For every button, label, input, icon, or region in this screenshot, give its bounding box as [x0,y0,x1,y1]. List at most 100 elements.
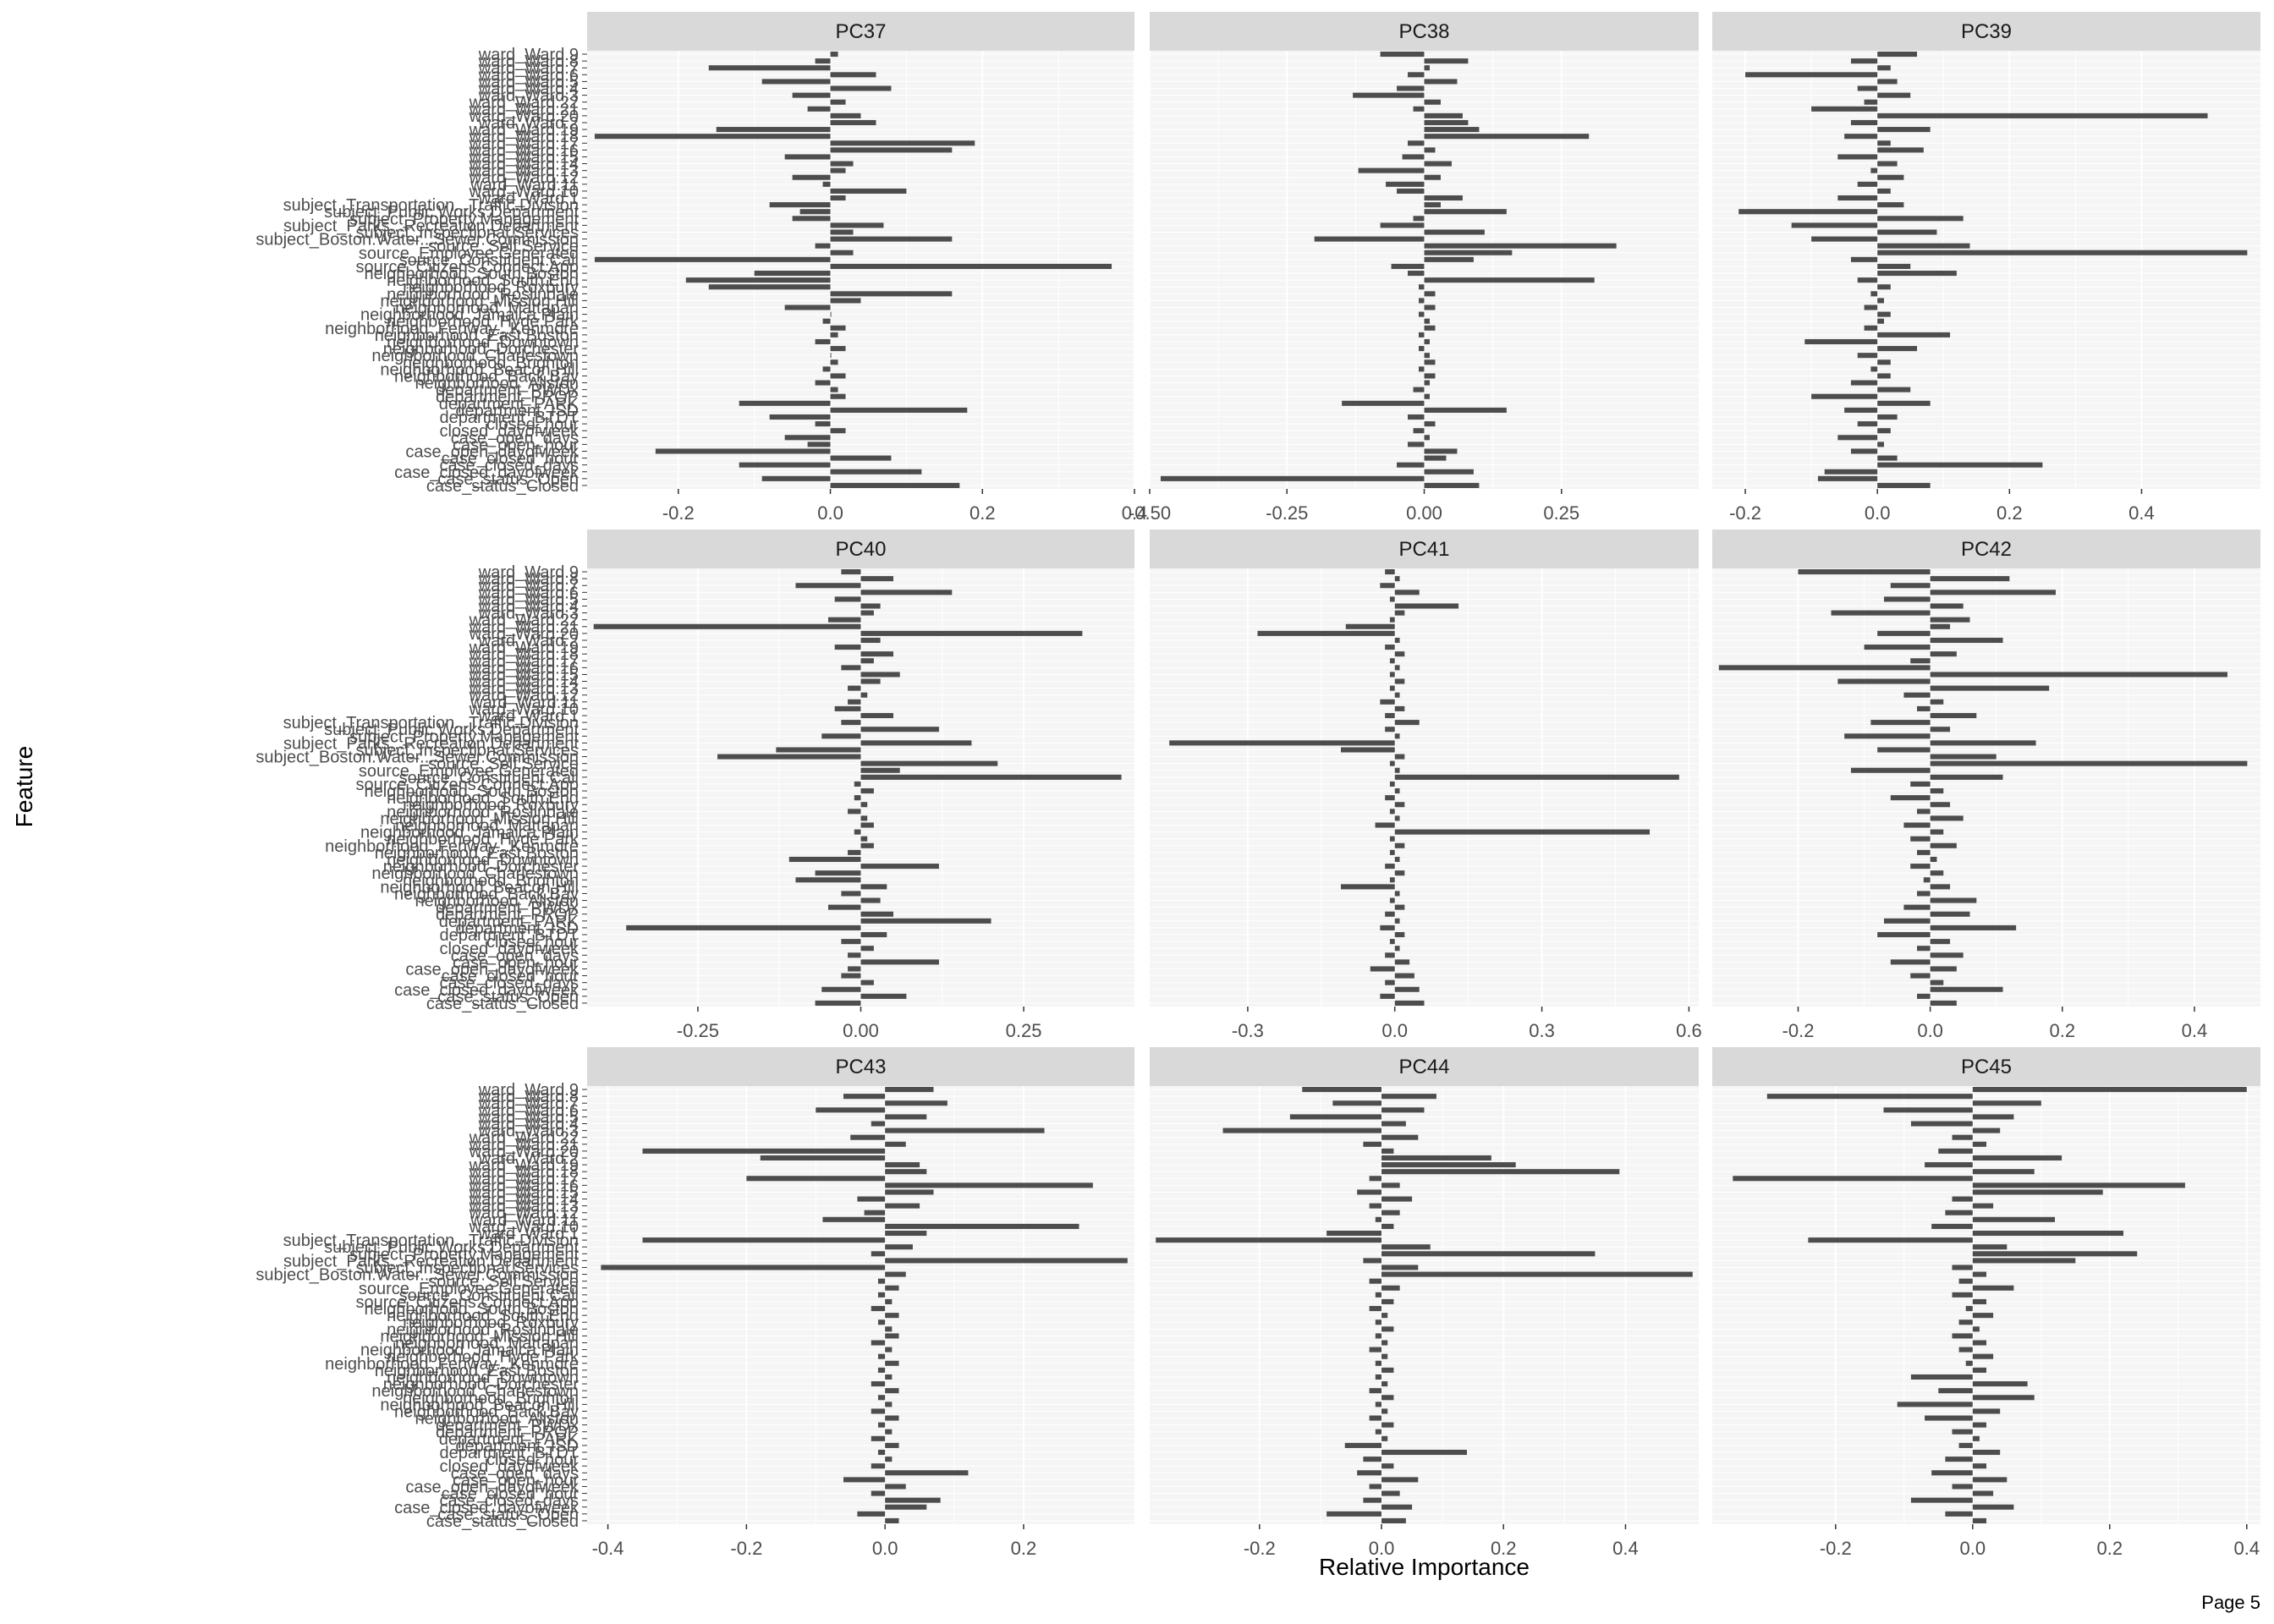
y-tick-label: neighborhood_South.End [387,789,579,808]
bar [860,678,881,684]
bar [655,448,831,454]
bar [885,1244,913,1250]
bar [1380,583,1395,589]
bar [1369,1388,1382,1394]
y-tick-label: source_Constituent.Call [399,769,579,787]
bar [1394,637,1400,644]
bar [830,353,832,359]
bar [1394,720,1420,726]
y-tick-label: neighborhood_South.Boston [364,1300,579,1319]
bar [1413,216,1425,222]
x-tick-label: 0.2 [2049,1020,2075,1041]
bar [885,1087,934,1093]
bar [1850,256,1878,262]
bar [1958,1442,1973,1448]
bar [1419,346,1425,352]
bar [822,181,831,187]
bar [1930,870,1944,876]
y-tick-label: ward_Ward.14 [469,156,579,174]
bar [885,1203,920,1209]
y-tick-label: department_PARK [439,913,579,931]
y-tick-label: case_closed_dayofweek [394,981,579,1000]
bar [1930,986,2003,992]
bar [1385,645,1395,650]
y-tick-label: closed_dayofweek [439,940,579,958]
bar [1972,1435,1980,1441]
bar [1389,760,1395,766]
bar [1958,1278,1973,1284]
bar [1877,482,1931,488]
bar [1381,1490,1400,1496]
bar [1930,712,1977,719]
bar [1369,1203,1382,1209]
bar [1738,209,1878,215]
y-tick-label: source_Self.Service [428,238,579,256]
y-tick-label: subject_Transportation...Traffic.Divisio… [283,196,579,215]
bar [1389,939,1395,945]
bar [1917,946,1931,952]
y-tick-label: ward_Ward.22 [469,94,579,112]
bar [860,651,894,657]
bar [821,986,861,992]
bar [1877,318,1884,324]
bar [1424,127,1480,133]
bar [1375,1216,1382,1222]
bar [885,1169,927,1175]
y-tick-label: neighborhood_Mission.Hill [380,809,579,828]
bar [1389,596,1395,602]
bar [1381,1463,1394,1469]
bar [1389,809,1395,815]
panel-title: PC40 [835,538,886,561]
y-tick-label: neighborhood_East.Boston [375,1362,579,1380]
bar [1877,229,1937,235]
bar [1811,106,1878,112]
y-tick-label: closed_dayofweek [439,422,579,441]
y-tick-label: neighborhood_Downtown [387,851,579,870]
bar [1380,699,1395,705]
y-tick-label: case_closed_dayofweek [394,1499,579,1517]
bar [871,1306,886,1312]
y-tick-label: ward_Ward.16 [469,659,579,678]
bar [642,1237,886,1243]
bar [1972,1087,2247,1093]
bar [1766,1094,1973,1100]
bar [1394,651,1405,657]
y-tick-label: ward_Ward.7 [478,577,579,595]
bar [1844,134,1878,140]
bar [860,672,900,678]
panel-pc44: PC44 -0.2 0.0 0.2 0.4 [1150,1047,1699,1559]
y-tick-label: neighborhood_Roslindale [387,803,579,821]
y-tick-label: neighborhood_Hyde.Park [387,831,579,849]
bar [1850,58,1878,64]
y-tick-label: ward_Ward.7 [478,59,579,78]
y-tick-label: neighborhood_Hyde.Park [387,1348,579,1367]
bar [1930,760,2248,766]
bar [885,1100,948,1106]
bar [1952,1265,1973,1270]
y-tick-label: source_Employee.Generated [359,762,579,781]
x-tick-label: 0.0 [1381,1020,1408,1041]
bar [1930,856,1937,863]
bar [1381,1326,1394,1332]
bar [1972,1367,1986,1373]
y-tick-label: neighborhood_Brighton [403,354,579,372]
bar [1381,1517,1406,1523]
bar [1314,236,1425,242]
bar [885,1285,899,1291]
bar [1394,754,1405,760]
bar [860,637,881,644]
bar [1972,1203,1994,1209]
bar [1733,1176,1973,1182]
bar [1424,359,1436,365]
bar [1890,583,1931,589]
bar [834,645,861,650]
panel-strip [1712,12,2260,51]
x-tick-label: 0.2 [1011,1538,1037,1559]
bar [1394,610,1405,616]
y-tick-label: subject_Boston.Water...Sewer.Commission [255,749,579,767]
bar [1930,740,2036,746]
y-tick-label: ward_Ward.8 [478,570,579,589]
bar [830,325,846,331]
y-tick-label: case_closed_days [439,457,579,475]
x-tick-label: 0.2 [1491,1538,1517,1559]
